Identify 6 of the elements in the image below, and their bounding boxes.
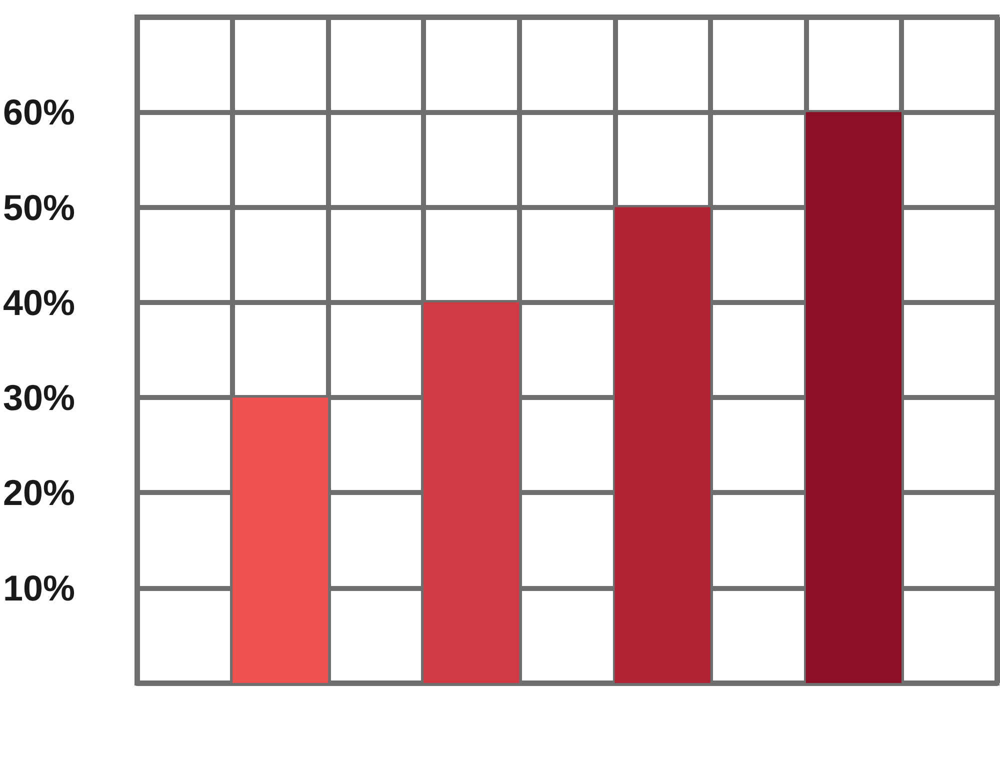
- y-tick-label: 60%: [3, 92, 76, 133]
- y-tick-label: 40%: [3, 282, 76, 323]
- y-tick-label: 50%: [3, 186, 76, 228]
- y-tick-label: 30%: [3, 377, 76, 418]
- y-tick-label: 10%: [3, 567, 76, 608]
- y-tick-label: 20%: [3, 472, 76, 514]
